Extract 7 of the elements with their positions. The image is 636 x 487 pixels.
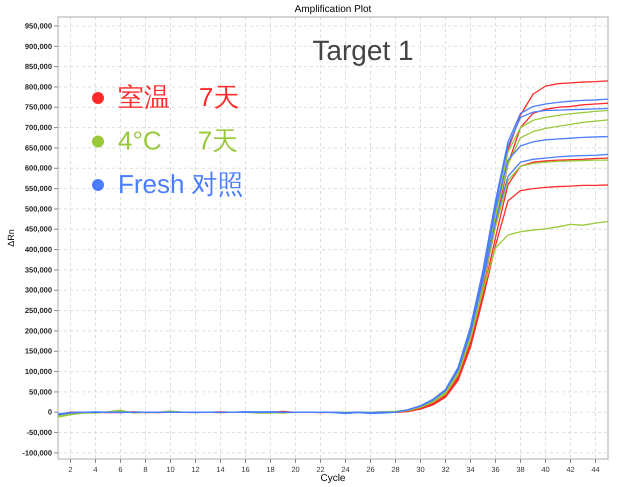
x-axis-title: Cycle <box>320 473 346 484</box>
legend-label: 室温 7天 <box>118 82 240 112</box>
y-axis-title: ΔRn <box>6 229 16 247</box>
legend-label: Fresh 对照 <box>118 169 244 199</box>
chart-title: Amplification Plot <box>294 4 372 15</box>
annotation: Target 1 <box>312 35 414 66</box>
legend-label: 4°C 7天 <box>118 126 238 156</box>
